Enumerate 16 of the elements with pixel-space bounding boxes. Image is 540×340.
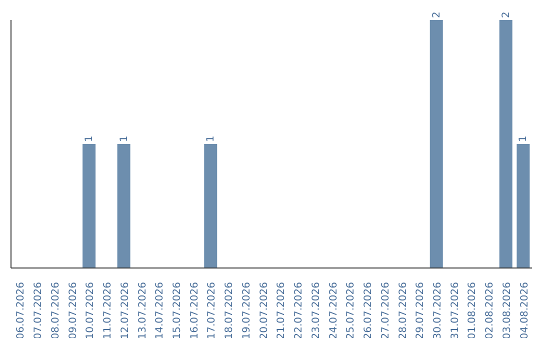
data-label: 1 [518,136,530,142]
x-tick-label: 12.07.2026 [120,282,131,340]
x-tick-label: 10.07.2026 [85,282,96,340]
data-label: 1 [206,136,217,142]
x-tick-label: 14.07.2026 [154,282,166,340]
x-tick-label: 17.07.2026 [206,282,218,340]
x-tick-label: 11.07.2026 [102,282,114,340]
data-label: 2 [500,12,512,18]
x-tick-label: 18.07.2026 [224,282,236,340]
x-tick-label: 13.07.2026 [137,282,148,340]
data-label: 1 [118,136,130,142]
data-label: 2 [431,12,442,18]
x-tick-label: 19.07.2026 [241,282,252,340]
data-label: 1 [84,136,96,142]
x-tick-label: 16.07.2026 [189,282,200,340]
x-tick-label: 15.07.2026 [172,282,183,340]
